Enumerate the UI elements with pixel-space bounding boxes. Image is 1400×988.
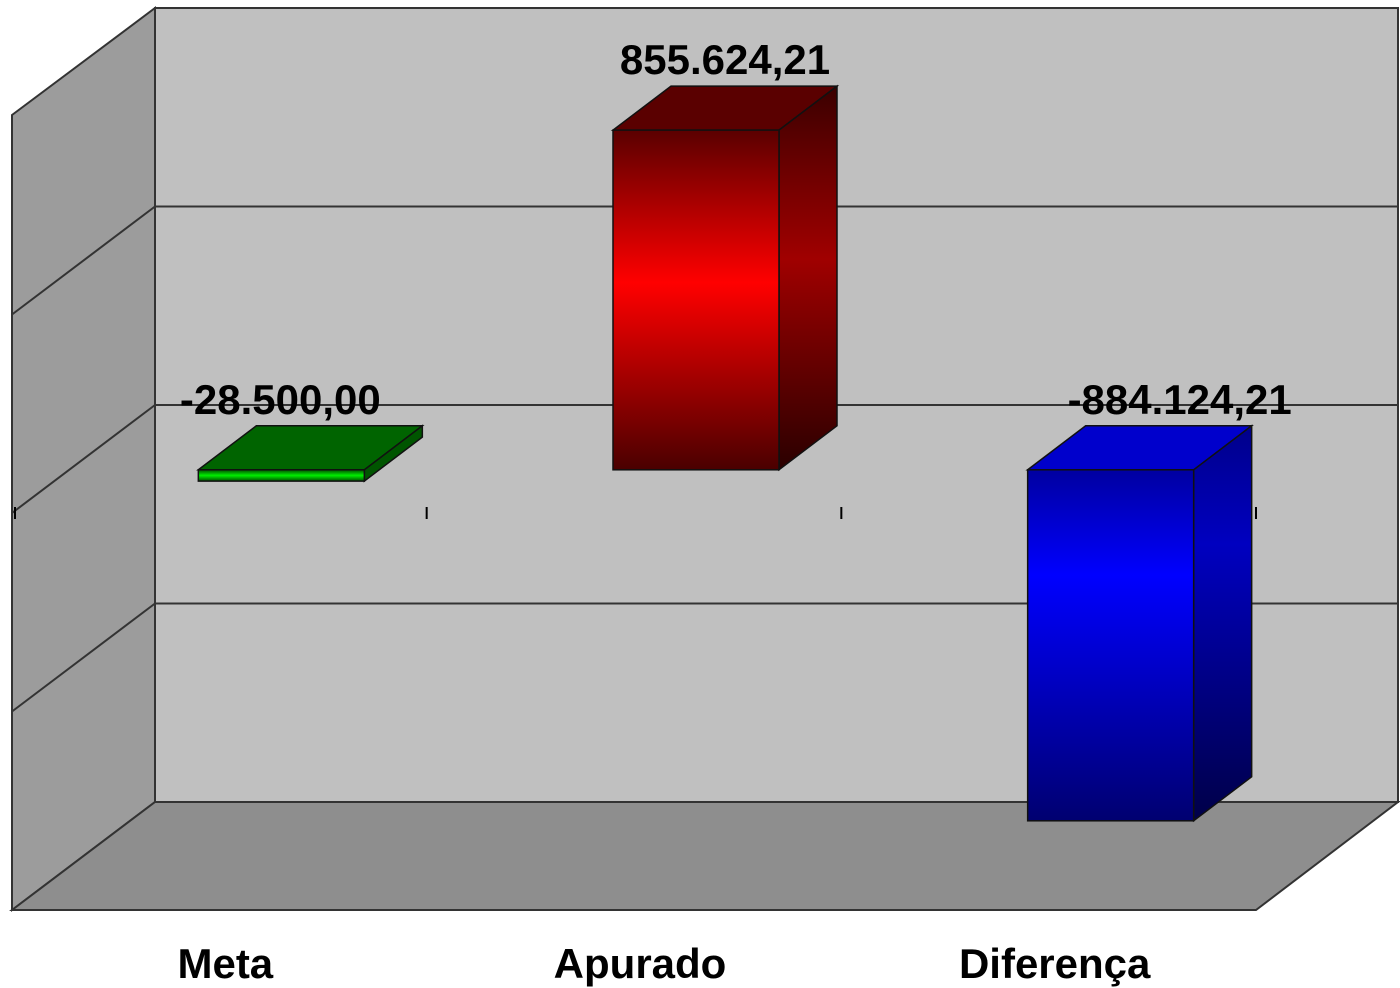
data-labels: -28.500,00 855.624,21 -884.124,21 (180, 36, 1292, 423)
bar-meta (196, 424, 425, 483)
bar-front-1 (612, 129, 780, 471)
category-ticks (14, 507, 1257, 519)
bar-apurado (610, 84, 840, 472)
bar-side-2 (1192, 424, 1253, 823)
data-label-2: -884.124,21 (1068, 376, 1292, 423)
gridline-side-2 (11, 404, 156, 514)
category-label-1: Apurado (554, 940, 727, 987)
gridline-side-1 (11, 602, 156, 713)
bar-front-0 (197, 469, 366, 482)
data-label-1: 855.624,21 (620, 36, 830, 83)
bars (196, 84, 1254, 823)
gridline-side-3 (11, 205, 156, 316)
bar-front-2 (1026, 469, 1195, 822)
floor (9, 801, 1400, 911)
bar-side-1 (778, 84, 838, 472)
category-labels: Meta Apurado Diferença (177, 940, 1151, 987)
category-label-2: Diferença (959, 940, 1151, 987)
bar-diferenca (1025, 424, 1254, 823)
data-label-0: -28.500,00 (180, 376, 381, 423)
category-label-0: Meta (177, 940, 273, 987)
